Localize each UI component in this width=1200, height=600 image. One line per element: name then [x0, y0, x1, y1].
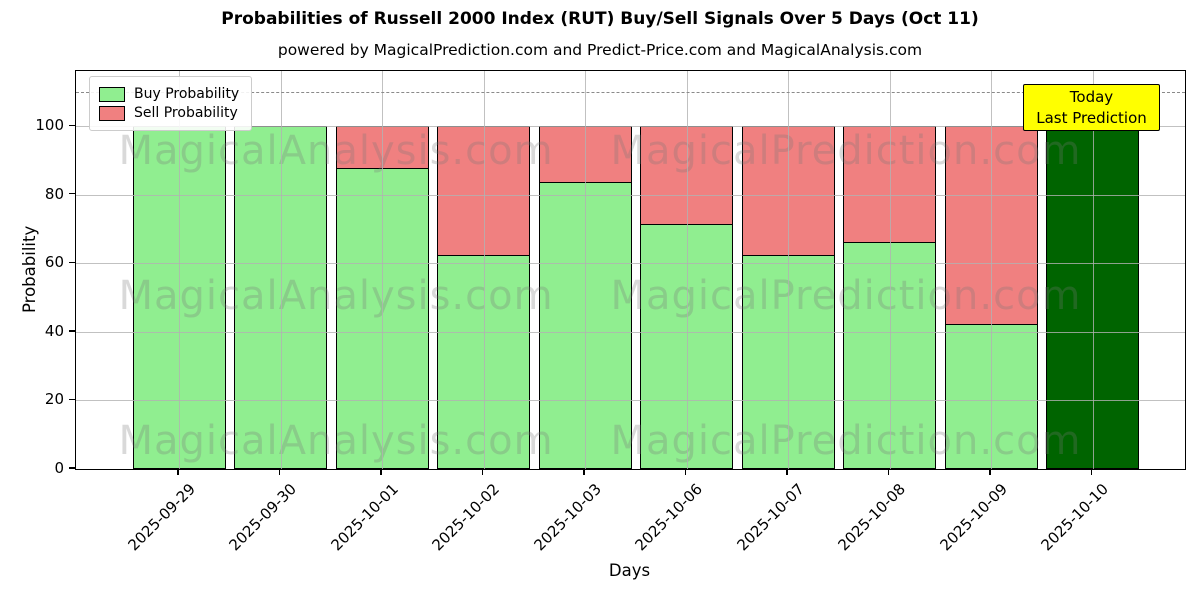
x-tick-label: 2025-10-07 [733, 480, 808, 555]
y-tick-label: 0 [54, 459, 64, 477]
y-tick-mark [69, 330, 75, 332]
legend: Buy Probability Sell Probability [89, 76, 253, 131]
y-tick-mark [69, 467, 75, 469]
chart-title: Probabilities of Russell 2000 Index (RUT… [221, 9, 979, 29]
legend-item: Sell Probability [99, 105, 239, 121]
gridline-vertical [179, 71, 180, 469]
gridline-vertical [1092, 71, 1094, 469]
legend-item: Buy Probability [99, 86, 239, 102]
y-tick-label: 100 [35, 116, 64, 135]
x-tick-label: 2025-10-10 [1037, 480, 1113, 555]
today-threshold-dashed-line [76, 91, 1185, 93]
gridline-vertical [382, 71, 383, 469]
x-tick-mark [380, 469, 382, 475]
x-tick-mark [583, 469, 585, 475]
x-tick-mark [887, 469, 890, 475]
watermark-text: MagicalAnalysis.com [118, 128, 554, 174]
gridline-vertical [788, 71, 789, 469]
x-tick-label: 2025-10-08 [834, 480, 910, 555]
gridline-horizontal [76, 126, 1185, 128]
x-tick-label: 2025-09-30 [225, 480, 301, 555]
gridline-horizontal [76, 194, 1185, 196]
gridline-vertical [483, 71, 485, 469]
y-tick-mark [69, 124, 75, 126]
x-tick-mark [684, 469, 687, 475]
watermark-text: MagicalPrediction.com [610, 128, 1082, 174]
gridline-vertical [280, 71, 282, 469]
gridline-vertical [889, 71, 891, 469]
x-tick-mark [786, 469, 788, 475]
x-tick-mark [481, 469, 484, 475]
gridline-horizontal [76, 331, 1185, 333]
watermark-text: MagicalPrediction.com [610, 418, 1082, 464]
x-tick-label: 2025-10-06 [631, 480, 707, 555]
y-tick-label: 40 [44, 321, 64, 340]
gridline-vertical [686, 71, 688, 469]
y-tick-mark [69, 193, 75, 195]
y-tick-mark [69, 398, 75, 401]
x-tick-mark [1090, 469, 1093, 475]
x-tick-mark [989, 469, 991, 475]
legend-swatch [99, 86, 125, 102]
x-axis-label: Days [608, 561, 651, 580]
legend-swatch [99, 105, 125, 121]
gridline-vertical [585, 71, 586, 469]
y-tick-label: 60 [44, 253, 64, 272]
y-tick-label: 20 [44, 390, 64, 409]
watermark-text: MagicalAnalysis.com [118, 273, 554, 319]
today-annotation-line1: Today [1069, 87, 1114, 106]
today-annotation: Today Last Prediction [1023, 84, 1160, 131]
watermark-text: MagicalPrediction.com [610, 273, 1082, 319]
gridline-horizontal [76, 263, 1185, 265]
plot-area: Buy Probability Sell Probability Today La… [75, 70, 1186, 470]
chart-subtitle: powered by MagicalPrediction.com and Pre… [277, 41, 923, 59]
x-tick-label: 2025-10-02 [428, 480, 504, 555]
x-tick-label: 2025-10-09 [936, 480, 1011, 555]
today-annotation-line2: Last Prediction [1036, 108, 1147, 127]
x-tick-label: 2025-10-03 [530, 480, 605, 555]
watermark-text: MagicalAnalysis.com [118, 418, 554, 464]
x-tick-label: 2025-10-01 [327, 480, 402, 555]
x-tick-mark [278, 469, 281, 475]
y-tick-label: 80 [44, 184, 64, 203]
x-tick-mark [177, 469, 179, 475]
legend-item-label: Buy Probability [134, 86, 240, 102]
legend-item-label: Sell Probability [134, 105, 238, 121]
x-tick-label: 2025-09-29 [124, 480, 199, 555]
y-tick-mark [69, 261, 75, 263]
gridline-vertical [991, 71, 992, 469]
gridline-horizontal [76, 400, 1185, 402]
